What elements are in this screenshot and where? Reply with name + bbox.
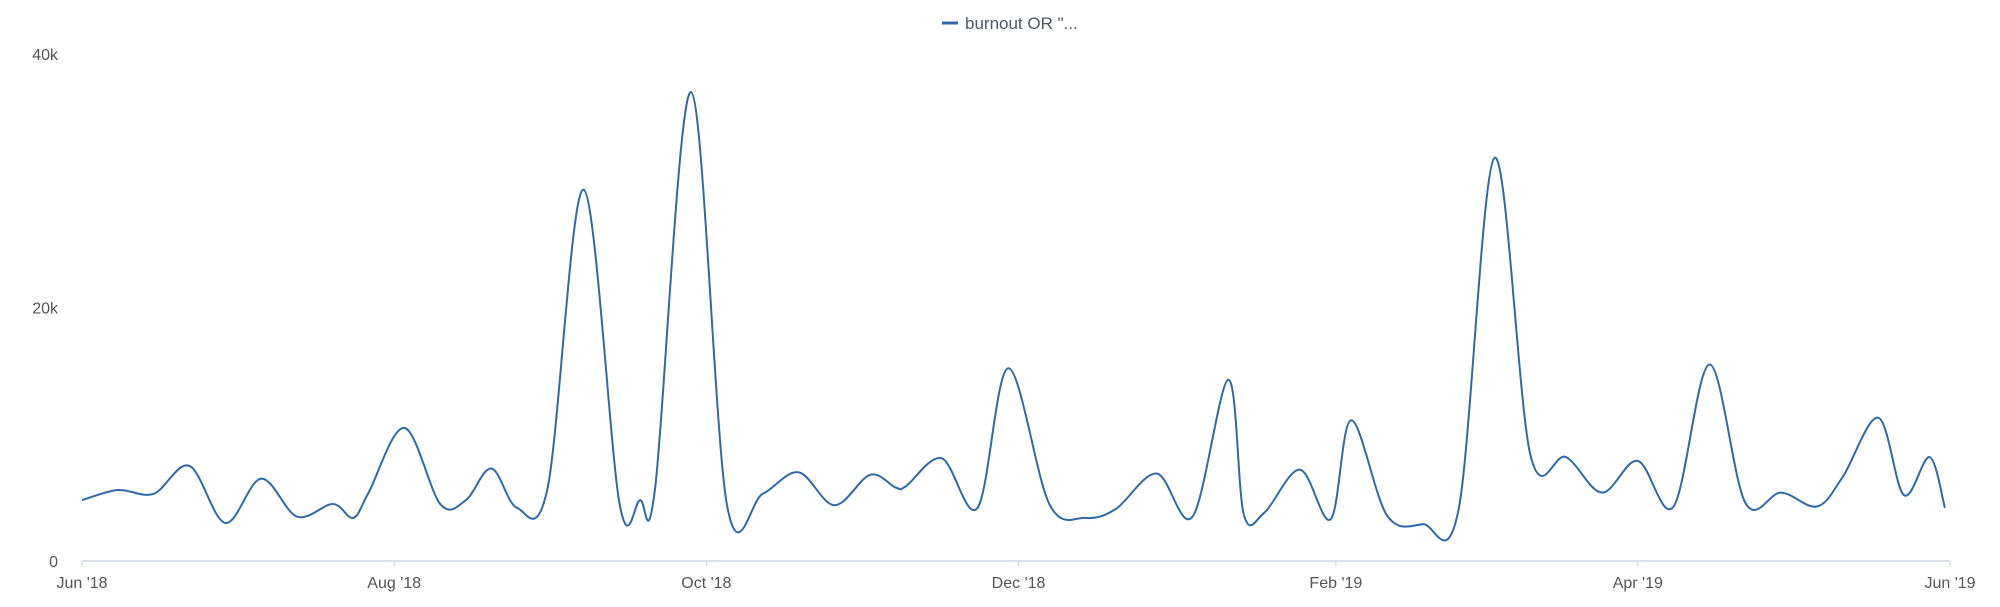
- series-layer: [81, 90, 1946, 542]
- y-tick-label: 40k: [32, 47, 59, 64]
- x-tick-label: Feb '19: [1309, 575, 1362, 592]
- x-axis: Jun '18 Aug '18 Oct '18 Dec '18 Feb '19 Apr '…: [56, 561, 1976, 592]
- legend-label[interactable]: burnout OR "...: [965, 14, 1078, 33]
- x-tick-label: Oct '18: [681, 575, 731, 592]
- y-axis: 0 20k 40k: [32, 47, 59, 571]
- x-tick-label: Aug '18: [367, 575, 421, 592]
- x-tick-label: Jun '18: [56, 575, 107, 592]
- x-tick-label: Apr '19: [1613, 575, 1663, 592]
- series-line[interactable]: [81, 90, 1946, 542]
- x-tick-label: Jun '19: [1924, 575, 1975, 592]
- legend[interactable]: burnout OR "...: [942, 14, 1078, 33]
- y-tick-label: 0: [49, 554, 58, 571]
- y-tick-label: 20k: [32, 301, 59, 318]
- x-tick-label: Dec '18: [992, 575, 1046, 592]
